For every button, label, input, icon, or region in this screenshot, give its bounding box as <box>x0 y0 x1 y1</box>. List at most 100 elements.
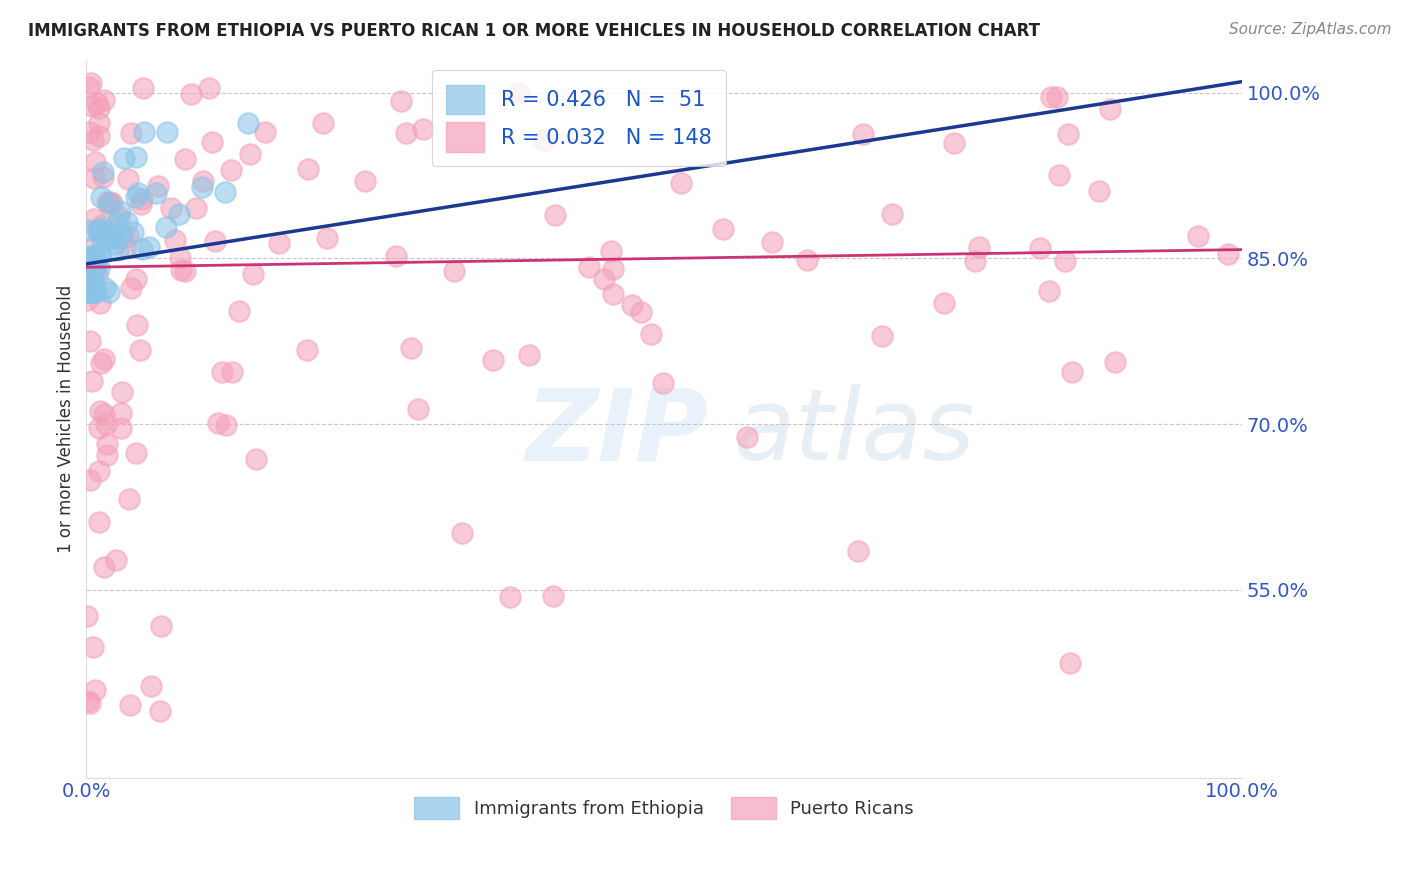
Point <box>711 221 734 235</box>
Point <box>145 186 167 201</box>
Point <box>399 341 422 355</box>
Point <box>870 329 893 343</box>
Point <box>104 225 127 239</box>
Point <box>110 231 132 245</box>
Point <box>91 235 114 249</box>
Point <box>451 526 474 541</box>
Point <box>77 263 100 277</box>
Point <box>110 406 132 420</box>
Point <box>89 101 111 115</box>
Point <box>93 407 115 421</box>
Y-axis label: 1 or more Vehicles in Household: 1 or more Vehicles in Household <box>58 285 75 553</box>
Point <box>86 96 108 111</box>
Point <box>79 79 101 94</box>
Point <box>115 239 138 253</box>
Text: ZIP: ZIP <box>526 384 709 482</box>
Point <box>91 170 114 185</box>
Point <box>174 153 197 167</box>
Point <box>1059 656 1081 670</box>
Point <box>508 86 530 100</box>
Point <box>932 296 955 310</box>
Point <box>98 195 121 210</box>
Point <box>163 233 186 247</box>
Point <box>117 491 139 506</box>
Point <box>80 76 103 90</box>
Point <box>93 93 115 107</box>
Point <box>254 125 277 139</box>
Point <box>80 272 103 286</box>
Point <box>138 240 160 254</box>
Point <box>118 698 141 712</box>
Point <box>84 154 107 169</box>
Point <box>80 285 103 299</box>
Point <box>602 286 624 301</box>
Point <box>651 376 673 390</box>
Point <box>79 473 101 487</box>
Point <box>84 285 107 299</box>
Point <box>242 268 264 282</box>
Point <box>127 186 149 200</box>
Point <box>204 234 226 248</box>
Point <box>84 251 107 265</box>
Point <box>125 446 148 460</box>
Point <box>1187 229 1209 244</box>
Point <box>90 220 112 235</box>
Point <box>221 365 243 379</box>
Point <box>93 351 115 366</box>
Text: IMMIGRANTS FROM ETHIOPIA VS PUERTO RICAN 1 OR MORE VEHICLES IN HOUSEHOLD CORRELA: IMMIGRANTS FROM ETHIOPIA VS PUERTO RICAN… <box>28 22 1040 40</box>
Point <box>156 125 179 139</box>
Point <box>131 243 153 257</box>
Point <box>186 201 208 215</box>
Point <box>1045 90 1067 104</box>
Point <box>312 116 335 130</box>
Point <box>76 608 98 623</box>
Point <box>77 694 100 708</box>
Point <box>115 215 138 229</box>
Point <box>211 366 233 380</box>
Point <box>761 235 783 249</box>
Point <box>228 304 250 318</box>
Point <box>107 210 129 224</box>
Point <box>94 280 117 294</box>
Point <box>125 271 148 285</box>
Point <box>110 421 132 435</box>
Point <box>129 343 152 357</box>
Point <box>84 259 107 273</box>
Point <box>125 318 148 332</box>
Point <box>90 218 112 232</box>
Point <box>169 251 191 265</box>
Point <box>82 99 104 113</box>
Point <box>80 285 103 299</box>
Point <box>96 436 118 450</box>
Point <box>89 116 111 130</box>
Point <box>967 240 990 254</box>
Point <box>96 194 118 209</box>
Point <box>104 236 127 251</box>
Point <box>89 247 111 261</box>
Point <box>87 128 110 143</box>
Point <box>669 176 692 190</box>
Point <box>79 696 101 710</box>
Point <box>86 268 108 283</box>
Point <box>90 356 112 370</box>
Point <box>630 305 652 319</box>
Point <box>499 591 522 605</box>
Point <box>139 679 162 693</box>
Point <box>98 285 121 299</box>
Point <box>89 247 111 261</box>
Point <box>482 352 505 367</box>
Text: Source: ZipAtlas.com: Source: ZipAtlas.com <box>1229 22 1392 37</box>
Point <box>83 171 105 186</box>
Point <box>76 249 98 263</box>
Point <box>125 190 148 204</box>
Point <box>269 236 291 251</box>
Point <box>159 201 181 215</box>
Point <box>101 196 124 211</box>
Point <box>852 128 875 142</box>
Point <box>796 252 818 267</box>
Point <box>965 254 987 268</box>
Point <box>215 417 238 432</box>
Point <box>517 348 540 362</box>
Point <box>1099 102 1122 116</box>
Point <box>880 207 903 221</box>
